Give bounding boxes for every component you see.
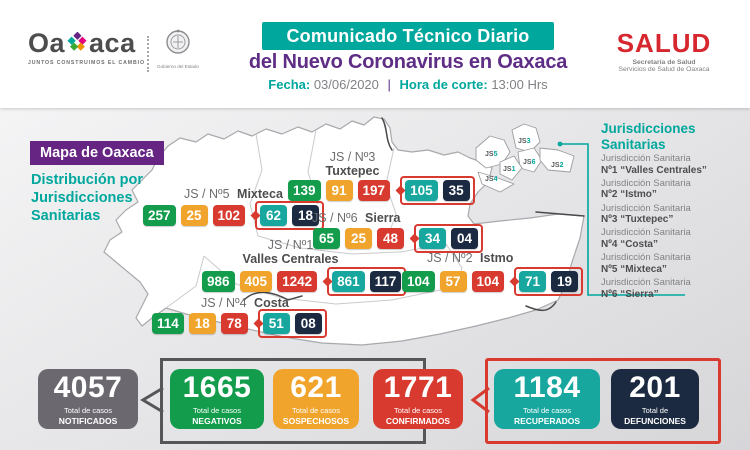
inset-label-js4: JS4 <box>485 176 498 183</box>
chip-negativos: 114 <box>152 313 184 334</box>
pinwheel-icon <box>67 30 87 57</box>
salud-logo: SALUD Secretaría de Salud Servicios de S… <box>606 30 722 73</box>
chip-defunciones: 117 <box>369 271 402 292</box>
legend-item: Jurisdicción Sanitaria Nº6 “Sierra” <box>601 277 691 300</box>
header-bar: Oa aca JUNTOS CONSTRUIMOS EL CAMBIO <box>0 0 750 108</box>
total-confirmados-box: 1771 Total de casos CONFIRMADOS <box>373 369 463 429</box>
chip-confirmados: 78 <box>220 313 248 334</box>
total-negativos-box: 1665 Total de casos NEGATIVOS <box>170 369 264 429</box>
inset-label-js1: JS1 <box>503 166 516 173</box>
salud-wordmark: SALUD <box>616 28 712 58</box>
region-values-valles-centrales: 986 405 1242 861 117 <box>202 267 407 296</box>
salud-line2: Servicios de Salud de Oaxaca <box>618 66 710 73</box>
map-subtitle: Distribución por Jurisdicciones Sanitari… <box>31 172 143 225</box>
inset-label-js6: JS6 <box>523 159 536 166</box>
chip-recuperados: 34 <box>419 228 446 249</box>
cutoff-label: Hora de corte: <box>399 77 488 92</box>
region-label-istmo: JS / Nº2 Istmo <box>427 251 514 265</box>
region-values-costa: 114 18 78 51 08 <box>152 309 327 338</box>
recovered-deaths-group: 861 117 <box>327 267 407 296</box>
chip-confirmados: 197 <box>357 180 391 201</box>
chip-confirmados: 1242 <box>277 271 318 292</box>
legend-list: Jurisdicción Sanitaria Nº1 “Valles Centr… <box>601 153 707 303</box>
legend-title: Jurisdicciones Sanitarias <box>601 121 696 152</box>
date-value: 03/06/2020 <box>313 77 379 92</box>
legend-item: Jurisdicción Sanitaria Nº4 “Costa” <box>601 227 691 251</box>
chip-confirmados: 104 <box>471 271 505 292</box>
chip-defunciones: 35 <box>442 180 470 201</box>
chip-negativos: 257 <box>143 205 176 226</box>
recovered-deaths-group: 105 35 <box>400 176 475 205</box>
state-seal-icon: Gobierno del Estado <box>156 28 200 69</box>
chip-negativos: 986 <box>202 271 235 292</box>
map-badge: Mapa de Oaxaca <box>30 141 164 165</box>
region-label-tuxtepec: JS / Nº3 Tuxtepec <box>325 150 380 178</box>
header-divider <box>147 36 149 72</box>
region-label-sierra: JS / Nº6 Sierra <box>312 211 401 225</box>
date-line: Fecha: 03/06/2020 | Hora de corte: 13:00… <box>235 77 581 92</box>
chip-sospechosos: 405 <box>239 271 273 292</box>
chip-recuperados: 105 <box>405 180 438 201</box>
logo-text-post: aca <box>89 28 136 58</box>
page-title: Comunicado Técnico Diario <box>262 22 554 50</box>
chip-recuperados: 51 <box>262 313 290 334</box>
total-sospechosos-box: 621 Total de casos SOSPECHOSOS <box>273 369 359 429</box>
chip-confirmados: 48 <box>377 228 404 249</box>
date-separator: | <box>387 77 391 92</box>
legend-item: Jurisdicción Sanitaria Nº2 “Istmo” <box>601 177 691 201</box>
chip-defunciones: 04 <box>451 228 478 249</box>
region-values-istmo: 104 57 104 71 19 <box>402 267 584 296</box>
chip-recuperados: 62 <box>260 205 288 226</box>
recovered-deaths-group: 51 08 <box>257 309 327 338</box>
logo-text-pre: Oa <box>28 28 66 58</box>
region-values-mixteca: 257 25 102 62 18 <box>143 201 325 230</box>
chip-sospechosos: 25 <box>180 205 208 226</box>
salud-line1: Secretaría de Salud <box>632 59 696 66</box>
chip-sospechosos: 25 <box>345 228 372 249</box>
total-defunciones-box: 201 Total de DEFUNCIONES <box>611 369 699 429</box>
recovered-deaths-group: 34 04 <box>414 224 483 253</box>
logo-tagline: JUNTOS CONSTRUIMOS EL CAMBIO <box>28 60 145 66</box>
legend-item: Jurisdicción Sanitaria Nº5 “Mixteca” <box>601 252 691 275</box>
page-subtitle: del Nuevo Coronavirus en Oaxaca <box>248 51 568 73</box>
date-label: Fecha: <box>268 77 311 92</box>
legend-item: Jurisdicción Sanitaria Nº1 “Valles Centr… <box>601 153 707 176</box>
region-label-valles-centrales: JS / Nº1 Valles Centrales <box>242 238 339 266</box>
chip-sospechosos: 57 <box>439 271 467 292</box>
chip-recuperados: 861 <box>332 271 365 292</box>
chip-defunciones: 08 <box>294 313 322 334</box>
chip-confirmados: 102 <box>212 205 246 226</box>
chip-sospechosos: 18 <box>188 313 216 334</box>
oaxaca-logo: Oa aca JUNTOS CONSTRUIMOS EL CAMBIO <box>28 28 145 67</box>
recovered-deaths-group: 71 19 <box>514 267 584 296</box>
chip-sospechosos: 91 <box>325 180 353 201</box>
region-label-mixteca: JS / Nº5 Mixteca <box>184 187 283 201</box>
inset-label-js3: JS3 <box>518 138 531 145</box>
chip-recuperados: 71 <box>519 271 547 292</box>
region-label-costa: JS / Nº4 Costa <box>201 296 289 310</box>
inset-label-js2: JS2 <box>551 162 564 169</box>
chip-negativos: 139 <box>288 180 321 201</box>
total-recuperados-box: 1184 Total de casos RECUPERADOS <box>494 369 600 429</box>
cutoff-value: 13:00 Hrs <box>491 77 548 92</box>
chip-defunciones: 19 <box>551 271 579 292</box>
total-notificados-box: 4057 Total de casos NOTIFICADOS <box>38 369 138 429</box>
inset-label-js5: JS5 <box>485 151 498 158</box>
chip-negativos: 104 <box>402 271 435 292</box>
seal-caption: Gobierno del Estado <box>157 64 199 69</box>
legend-item: Jurisdicción Sanitaria Nº3 “Tuxtepec” <box>601 202 691 226</box>
